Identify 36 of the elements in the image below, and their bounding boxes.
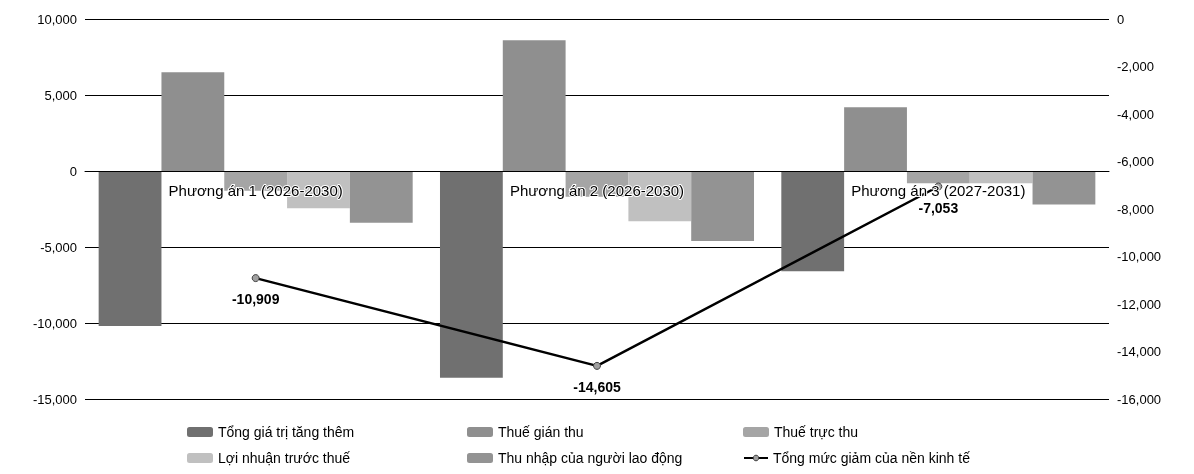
- legend-label: Thu nhập của người lao động: [498, 450, 683, 466]
- legend-label: Thuế gián thu: [498, 424, 584, 440]
- y2-tick-label: 0: [1117, 11, 1125, 27]
- y-tick-label: 10,000: [37, 11, 77, 27]
- bar: [1032, 171, 1096, 205]
- data-label: -7,053: [918, 199, 959, 216]
- legend-label: Thuế trực thu: [774, 424, 859, 440]
- bar: [98, 171, 162, 327]
- bar: [844, 107, 907, 171]
- y2-tick-label: -10,000: [1117, 249, 1162, 264]
- legend-label: Lợi nhuận trước thuế: [218, 450, 351, 466]
- bar: [691, 171, 755, 241]
- legend-label: Tổng giá trị tăng thêm: [218, 424, 355, 440]
- bar: [781, 171, 845, 272]
- y2-tick-label: -12,000: [1117, 296, 1162, 312]
- bar: [502, 40, 566, 171]
- y2-tick-label: -2,000: [1117, 59, 1154, 74]
- y-tick-label: -10,000: [32, 315, 77, 331]
- y-tick-label: -15,000: [32, 391, 77, 407]
- y2-tick-label: -16,000: [1117, 391, 1162, 407]
- y2-tick-label: -14,000: [1117, 344, 1162, 359]
- bar: [969, 171, 1033, 184]
- y2-tick-label: -8,000: [1117, 201, 1154, 217]
- y2-tick-label: -4,000: [1117, 106, 1154, 122]
- y-tick-label: -5,000: [40, 239, 77, 255]
- legend-label: Tổng mức giảm của nền kinh tế: [773, 450, 971, 466]
- y-tick-label: 5,000: [44, 87, 77, 103]
- x-tick-label: Phương án 2 (2026-2030): [509, 182, 685, 199]
- y-tick-label: 0: [69, 163, 77, 179]
- bar: [439, 171, 503, 378]
- x-tick-label: Phương án 1 (2026-2030): [168, 182, 343, 199]
- data-label: -10,909: [231, 291, 280, 308]
- bar: [349, 171, 413, 223]
- y2-tick-label: -6,000: [1117, 154, 1154, 169]
- bar: [161, 72, 225, 171]
- data-label: -14,605: [573, 378, 621, 395]
